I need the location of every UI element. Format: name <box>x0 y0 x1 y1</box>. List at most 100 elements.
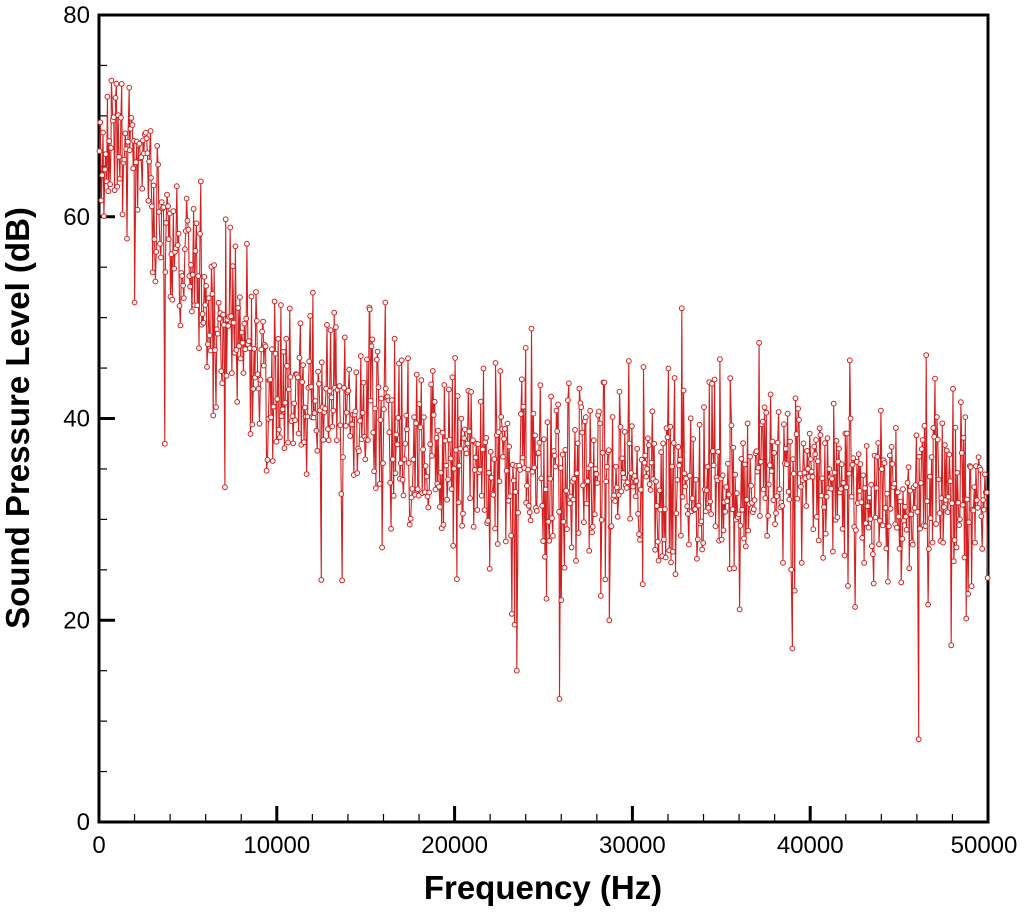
data-point <box>320 437 327 443</box>
data-point <box>769 438 776 445</box>
data-point <box>490 492 497 498</box>
data-point <box>353 369 360 376</box>
data-point <box>506 443 513 450</box>
data-point <box>882 504 889 511</box>
data-point <box>556 696 563 702</box>
data-point <box>216 315 223 322</box>
data-point <box>631 473 638 479</box>
x-major-ticks: 0 10000 20000 30000 40000 50000 <box>92 806 1017 859</box>
data-point <box>589 523 596 530</box>
data-point <box>545 518 552 525</box>
data-point <box>667 423 674 430</box>
data-point <box>900 486 906 493</box>
data-point <box>563 487 569 494</box>
data-point <box>450 542 457 549</box>
data-point <box>101 213 107 220</box>
data-point <box>983 489 990 496</box>
data-point <box>879 522 886 529</box>
data-point <box>611 492 617 499</box>
data-point <box>729 506 736 513</box>
data-point <box>410 456 417 463</box>
data-point <box>214 330 221 337</box>
data-point <box>614 513 621 520</box>
data-point <box>700 540 707 546</box>
data-point <box>445 476 451 483</box>
data-point <box>886 452 893 459</box>
data-point <box>162 269 169 276</box>
data-point <box>157 240 163 247</box>
data-point <box>597 592 604 599</box>
data-point <box>480 365 487 372</box>
data-point <box>248 293 255 300</box>
data-point <box>219 380 226 387</box>
data-point <box>249 421 256 428</box>
data-point <box>902 503 908 510</box>
data-point <box>148 175 154 181</box>
data-point <box>955 499 962 506</box>
data-point <box>589 529 595 536</box>
data-point <box>853 527 859 533</box>
data-point <box>723 484 730 490</box>
data-point <box>294 374 301 381</box>
data-point <box>390 493 397 499</box>
data-point <box>515 509 521 516</box>
data-point <box>677 456 683 463</box>
data-point <box>325 426 331 433</box>
data-point <box>512 489 519 495</box>
data-point <box>785 488 792 495</box>
data-point <box>952 424 959 431</box>
data-point <box>743 496 750 503</box>
data-point <box>472 454 479 461</box>
data-point <box>439 429 446 436</box>
data-point <box>964 496 970 503</box>
data-point <box>306 358 313 365</box>
data-point <box>240 370 247 376</box>
y-tick-label: 20 <box>63 607 90 634</box>
data-point <box>387 479 394 486</box>
data-point <box>942 442 948 448</box>
data-point <box>549 533 556 539</box>
data-point <box>275 335 282 342</box>
data-point <box>371 468 378 475</box>
data-point <box>501 435 507 442</box>
data-point <box>308 383 314 390</box>
data-point <box>590 437 597 444</box>
data-point <box>245 338 252 345</box>
data-point <box>705 504 712 511</box>
data-point <box>679 493 686 500</box>
data-point <box>653 503 660 509</box>
data-point <box>210 412 217 419</box>
data-point <box>409 486 416 492</box>
data-point <box>151 236 158 243</box>
data-point <box>118 114 124 121</box>
data-point <box>331 309 338 316</box>
data-point <box>138 154 145 161</box>
data-point <box>840 480 847 486</box>
data-point <box>744 420 751 427</box>
data-point <box>552 463 559 470</box>
data-point <box>150 182 157 189</box>
data-point <box>442 437 449 444</box>
data-point <box>961 554 968 561</box>
y-tick-label: 40 <box>63 406 90 433</box>
data-point <box>479 446 486 453</box>
data-point <box>810 526 817 533</box>
data-point <box>433 435 440 441</box>
data-point <box>339 577 346 584</box>
data-point <box>732 471 739 478</box>
data-point <box>951 537 958 543</box>
data-point <box>814 458 821 465</box>
data-point <box>801 469 808 476</box>
data-point <box>870 551 876 558</box>
data-point <box>788 566 795 573</box>
data-point <box>553 407 560 414</box>
data-point <box>481 507 488 513</box>
data-point <box>820 554 826 561</box>
data-point <box>513 667 520 674</box>
data-point <box>491 456 498 463</box>
data-point <box>648 459 655 466</box>
data-point <box>709 380 715 387</box>
data-point <box>496 478 503 485</box>
data-point <box>581 519 587 526</box>
data-point <box>437 504 443 510</box>
